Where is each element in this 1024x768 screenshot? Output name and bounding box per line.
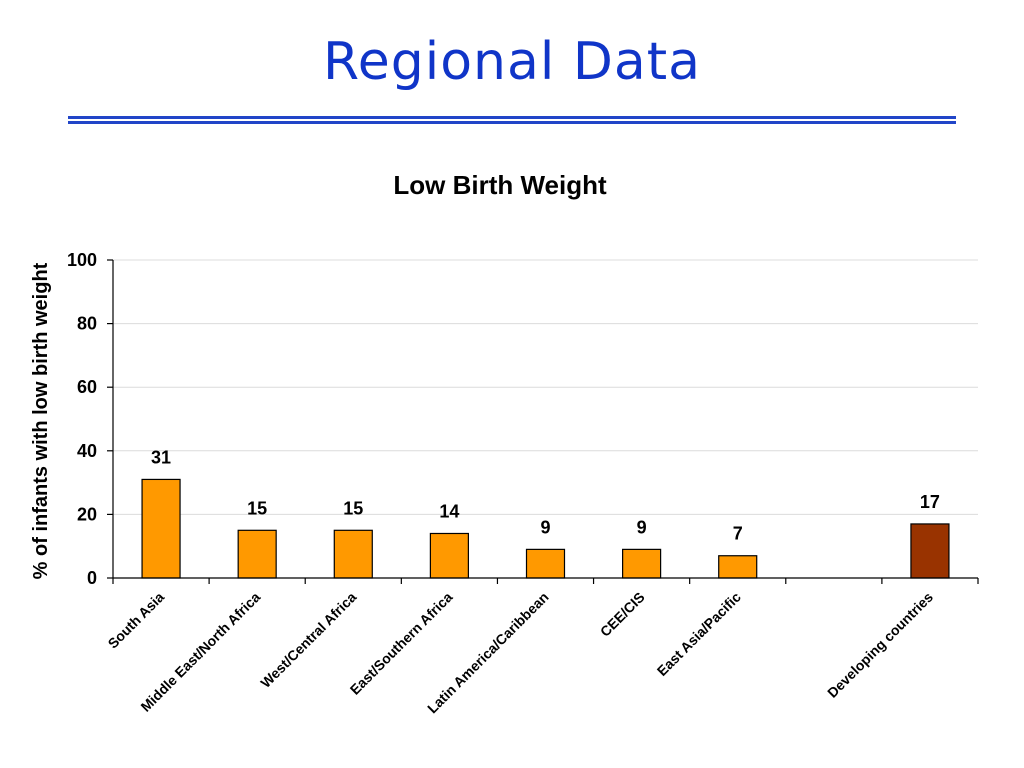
category-label: South Asia xyxy=(105,589,168,652)
bars xyxy=(141,478,950,579)
bar xyxy=(141,478,181,579)
data-label: 15 xyxy=(247,498,267,518)
y-axis-title: % of infants with low birth weight xyxy=(30,262,52,579)
gridlines xyxy=(113,259,978,515)
data-label: 9 xyxy=(637,517,647,537)
chart-title: Low Birth Weight xyxy=(393,170,607,200)
title-divider-bottom xyxy=(68,121,956,124)
category-label: Developing countries xyxy=(824,589,936,701)
category-label: East/Southern Africa xyxy=(347,589,456,698)
bar xyxy=(333,529,373,579)
y-tick-label: 0 xyxy=(87,568,97,588)
data-label: 15 xyxy=(343,498,363,518)
bar xyxy=(237,529,277,579)
data-label: 9 xyxy=(540,517,550,537)
data-label: 17 xyxy=(920,492,940,512)
category-label: CEE/CIS xyxy=(597,589,648,640)
y-tick-label: 60 xyxy=(77,377,97,397)
bar xyxy=(429,532,469,579)
bar xyxy=(910,523,950,579)
data-label: 31 xyxy=(151,447,171,467)
bar xyxy=(718,555,758,579)
y-tick-label: 40 xyxy=(77,441,97,461)
slide-title: Regional Data xyxy=(322,32,701,92)
y-tick-label: 20 xyxy=(77,504,97,524)
bar xyxy=(525,548,566,579)
category-label: East Asia/Pacific xyxy=(654,589,744,679)
bar xyxy=(622,548,662,579)
title-divider-top xyxy=(68,116,956,119)
data-label: 7 xyxy=(733,524,743,544)
y-tick-label: 80 xyxy=(77,314,97,334)
y-tick-label: 100 xyxy=(67,250,97,270)
category-label: West/Central Africa xyxy=(257,589,359,691)
axes xyxy=(107,259,979,584)
data-label: 14 xyxy=(439,501,459,521)
